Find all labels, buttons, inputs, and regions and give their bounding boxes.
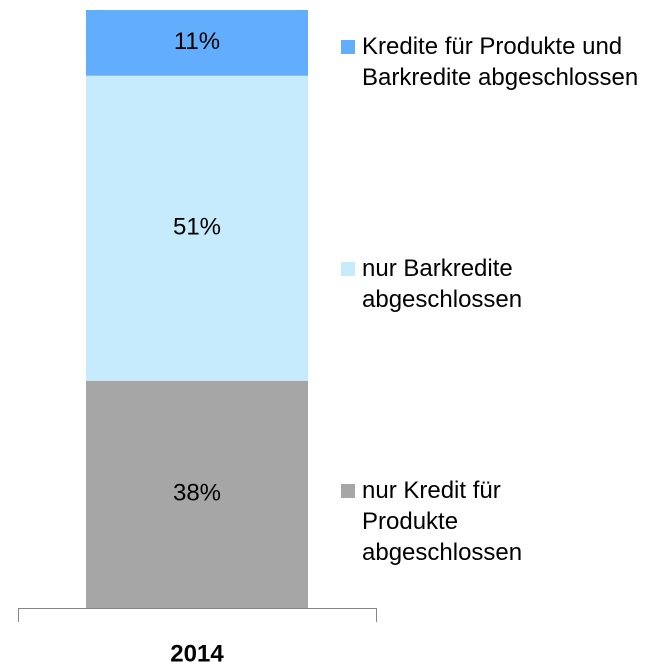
legend-item: nur Kredit für Produkte abgeschlossen <box>341 475 551 568</box>
legend-item: Kredite für Produkte und Barkredite abge… <box>341 31 641 93</box>
legend-swatch <box>341 40 355 54</box>
legend-label: nur Kredit für Produkte abgeschlossen <box>362 477 523 566</box>
legend-label: nur Barkredite abgeschlossen <box>362 255 523 313</box>
legend-swatch <box>341 262 355 276</box>
bar-segment <box>86 380 308 608</box>
x-tick-label: 2014 <box>170 640 224 662</box>
legend-label: Kredite für Produkte und Barkredite abge… <box>362 33 639 91</box>
legend-item: nur Barkredite abgeschlossen <box>341 253 601 315</box>
legend-swatch <box>341 484 355 498</box>
value-label: 51% <box>173 214 221 241</box>
value-label: 38% <box>173 480 221 507</box>
bar-segment <box>86 10 308 76</box>
bar-segment <box>86 75 308 381</box>
value-label: 11% <box>174 28 220 55</box>
